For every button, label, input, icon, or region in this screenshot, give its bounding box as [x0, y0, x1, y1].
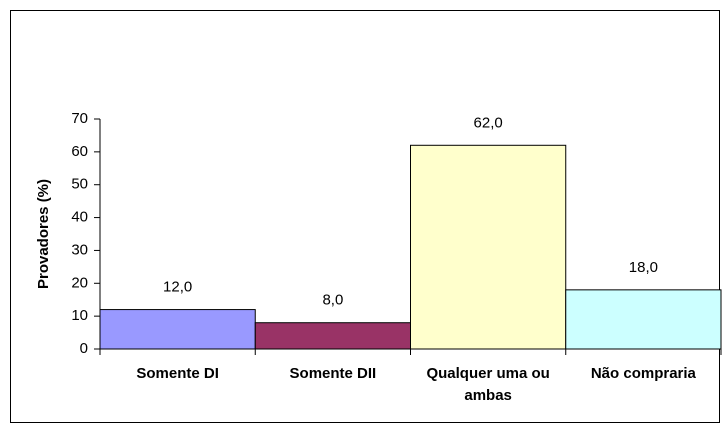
y-tick-label: 70: [71, 110, 88, 127]
y-axis-title: Provadores (%): [35, 179, 52, 289]
bar: [254, 322, 411, 350]
bar: [410, 144, 567, 350]
y-tick-label: 40: [71, 209, 88, 226]
bar: [99, 309, 256, 350]
bar: [565, 289, 722, 350]
y-tick-label: 0: [80, 340, 88, 357]
x-tick-label: Não compraria: [590, 365, 696, 382]
chart-frame: [10, 10, 720, 423]
value-label: 12,0: [163, 279, 192, 296]
x-tick-label: Somente DI: [136, 365, 219, 382]
value-label: 18,0: [629, 259, 658, 276]
y-tick-label: 30: [71, 241, 88, 258]
value-label: 62,0: [474, 114, 503, 131]
value-label: 8,0: [322, 292, 343, 309]
y-tick-label: 60: [71, 143, 88, 160]
y-tick-label: 20: [71, 274, 88, 291]
y-tick-label: 10: [71, 307, 88, 324]
x-tick-label: Somente DII: [289, 365, 377, 382]
y-tick-label: 50: [71, 176, 88, 193]
x-tick-label: Qualquer uma ou ambas: [426, 365, 550, 404]
